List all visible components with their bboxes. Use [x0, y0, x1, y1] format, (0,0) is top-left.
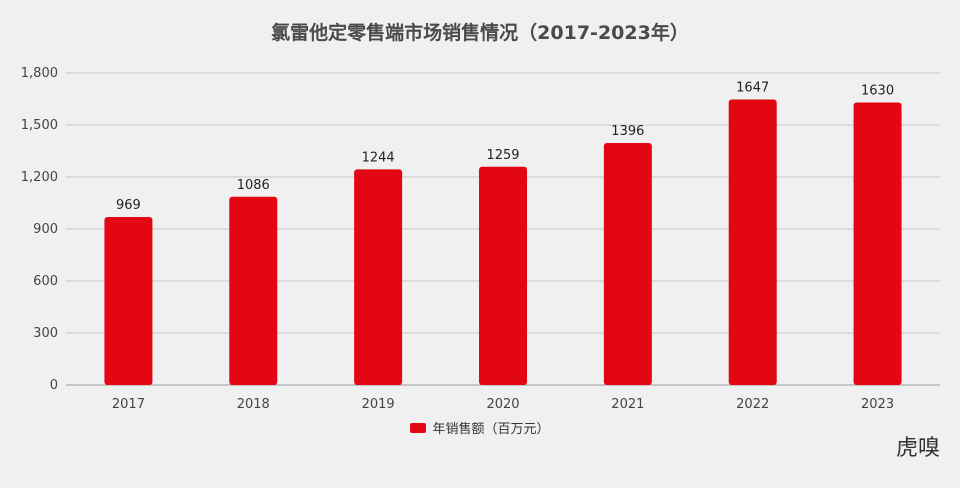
watermark-logo: 虎嗅 [895, 436, 940, 461]
data-label: 1630 [861, 83, 894, 98]
bar [853, 102, 902, 385]
x-tick-label: 2019 [362, 397, 395, 412]
data-labels: 969 1086 1244 1259 1396 1647 1630 [116, 81, 894, 214]
y-tick-label: 1,500 [21, 118, 58, 133]
x-tick-label: 2020 [486, 397, 519, 412]
x-tick-label: 2021 [611, 397, 644, 412]
y-tick-label: 600 [33, 274, 58, 289]
y-tick-label: 900 [33, 222, 58, 237]
y-axis-ticks: 0 300 600 900 1,200 1,500 1,800 [21, 66, 58, 393]
legend-label: 年销售额（百万元） [432, 422, 550, 437]
data-label: 1259 [486, 148, 519, 163]
y-tick-label: 1,200 [21, 170, 58, 185]
chart-title: 氯雷他定零售端市场销售情况（2017-2023年） [271, 22, 689, 44]
x-axis-ticks: 2017 2018 2019 2020 2021 2022 2023 [112, 397, 894, 412]
data-label: 1086 [237, 178, 270, 193]
y-tick-label: 1,800 [21, 66, 58, 81]
y-tick-label: 0 [50, 378, 58, 393]
bar [728, 99, 777, 386]
bars [104, 99, 902, 386]
bar [354, 169, 403, 385]
x-tick-label: 2022 [736, 397, 769, 412]
data-label: 1244 [362, 150, 395, 165]
x-tick-label: 2018 [237, 397, 270, 412]
bar [603, 143, 652, 385]
x-tick-label: 2017 [112, 397, 145, 412]
data-label: 969 [116, 198, 141, 213]
legend-swatch [410, 422, 427, 433]
data-label: 1647 [736, 81, 769, 96]
bar [104, 217, 153, 385]
bar [479, 166, 527, 385]
legend: 年销售额（百万元） [0, 418, 960, 437]
y-tick-label: 300 [33, 326, 58, 341]
x-tick-label: 2023 [861, 397, 894, 412]
bar [229, 196, 278, 385]
data-label: 1396 [611, 124, 644, 139]
